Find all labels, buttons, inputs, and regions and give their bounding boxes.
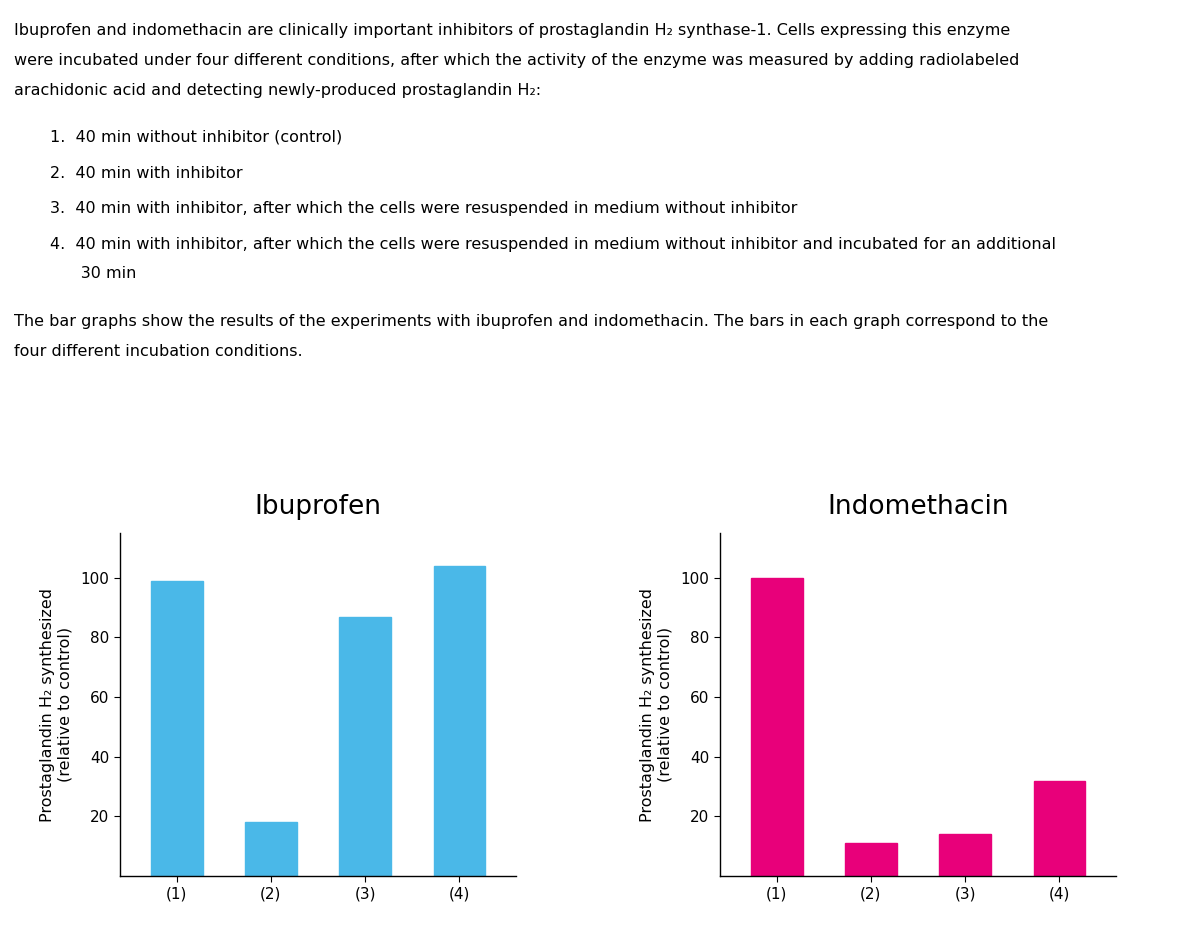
Text: were incubated under four different conditions, after which the activity of the : were incubated under four different cond… — [14, 53, 1020, 68]
Bar — [433, 565, 485, 876]
Text: 4.  40 min with inhibitor, after which the cells were resuspended in medium with: 4. 40 min with inhibitor, after which th… — [50, 236, 1056, 252]
Bar — [1033, 781, 1085, 876]
Text: 30 min: 30 min — [50, 266, 137, 282]
Bar — [940, 834, 991, 876]
Bar — [751, 578, 803, 876]
Y-axis label: Prostaglandin H₂ synthesized
(relative to control): Prostaglandin H₂ synthesized (relative t… — [640, 588, 672, 821]
Text: 1.  40 min without inhibitor (control): 1. 40 min without inhibitor (control) — [50, 130, 343, 145]
Text: The bar graphs show the results of the experiments with ibuprofen and indomethac: The bar graphs show the results of the e… — [14, 314, 1049, 329]
Text: four different incubation conditions.: four different incubation conditions. — [14, 344, 304, 359]
Bar — [245, 822, 296, 876]
Bar — [151, 580, 203, 876]
Text: arachidonic acid and detecting newly-produced prostaglandin H₂:: arachidonic acid and detecting newly-pro… — [14, 83, 541, 97]
Bar — [340, 616, 391, 876]
Text: 2.  40 min with inhibitor: 2. 40 min with inhibitor — [50, 166, 244, 181]
Title: Ibuprofen: Ibuprofen — [254, 493, 382, 519]
Text: 3.  40 min with inhibitor, after which the cells were resuspended in medium with: 3. 40 min with inhibitor, after which th… — [50, 201, 798, 216]
Text: Ibuprofen and indomethacin are clinically important inhibitors of prostaglandin : Ibuprofen and indomethacin are clinicall… — [14, 23, 1010, 38]
Bar — [845, 844, 896, 876]
Y-axis label: Prostaglandin H₂ synthesized
(relative to control): Prostaglandin H₂ synthesized (relative t… — [40, 588, 72, 821]
Title: Indomethacin: Indomethacin — [827, 493, 1009, 519]
